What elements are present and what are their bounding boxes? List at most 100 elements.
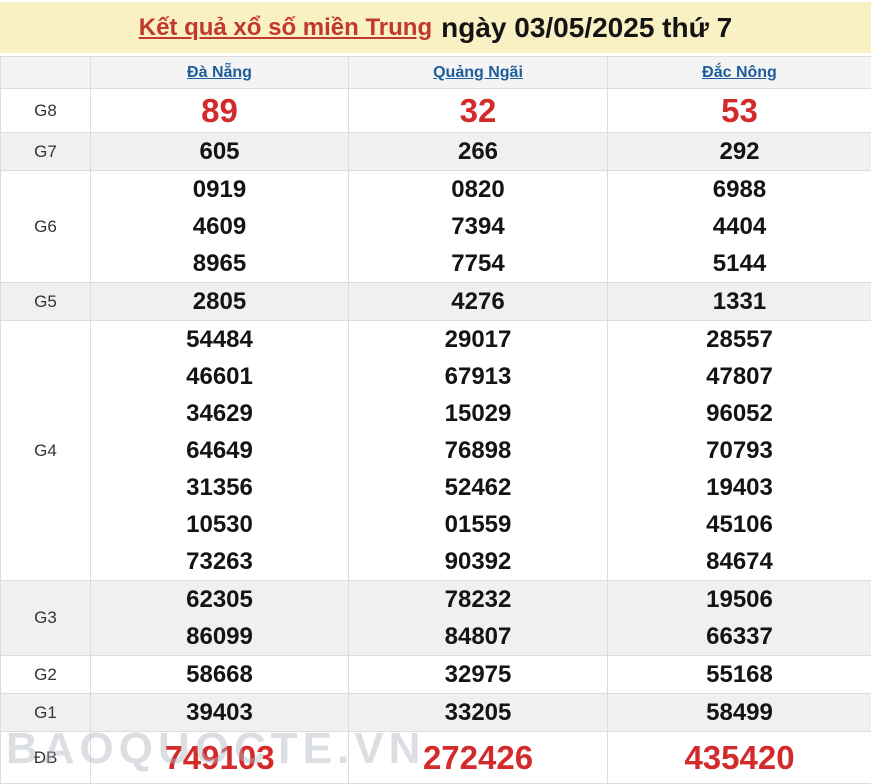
prize-number: 70793 [608,432,871,469]
prize-number: 6988 [608,171,871,208]
result-cell: 32975 [349,656,608,694]
prize-column-corner [1,57,91,89]
prize-number: 1331 [608,283,871,320]
prize-number: 29017 [349,321,607,358]
prize-number: 01559 [349,506,607,543]
prize-number: 67913 [349,358,607,395]
prize-label: G4 [1,321,91,581]
province-header-dac-nong: Đắc Nông [608,57,871,89]
result-cell: 605 [91,133,349,171]
prize-number: 62305 [91,581,348,618]
result-cell: 435420 [608,732,871,784]
prize-label: G7 [1,133,91,171]
result-cell: 58668 [91,656,349,694]
prize-label: G8 [1,89,91,133]
prize-number: 90392 [349,543,607,580]
page-title-date: ngày 03/05/2025 thứ 7 [441,12,732,44]
prize-number: 605 [91,133,348,170]
result-cell: 2805 [91,283,349,321]
prize-number: 96052 [608,395,871,432]
prize-label: G2 [1,656,91,694]
result-cell: 89 [91,89,349,133]
prize-number: 19403 [608,469,871,506]
prize-number: 292 [608,133,871,170]
prize-number: 86099 [91,618,348,655]
page-title-banner: Kết quả xổ số miền Trung ngày 03/05/2025… [0,2,871,53]
result-cell: 292 [608,133,871,171]
prize-number: 0919 [91,171,348,208]
result-cell: 39403 [91,694,349,732]
result-cell: 749103 [91,732,349,784]
prize-number: 33205 [349,694,607,731]
prize-number: 89 [91,89,348,132]
prize-number: 2805 [91,283,348,320]
prize-number: 32 [349,89,607,132]
prize-number: 46601 [91,358,348,395]
result-cell: 272426 [349,732,608,784]
result-cell: 1331 [608,283,871,321]
prize-label: G5 [1,283,91,321]
prize-number: 34629 [91,395,348,432]
prize-number: 15029 [349,395,607,432]
province-header-da-nang: Đà Nẵng [91,57,349,89]
prize-number: 39403 [91,694,348,731]
prize-number: 4276 [349,283,607,320]
prize-number: 45106 [608,506,871,543]
result-cell: 55168 [608,656,871,694]
prize-number: 84807 [349,618,607,655]
prize-number: 272426 [349,732,607,783]
prize-number: 52462 [349,469,607,506]
prize-label: ĐB [1,732,91,784]
province-link-dac-nong[interactable]: Đắc Nông [702,64,777,81]
prize-number: 749103 [91,732,348,783]
prize-number: 55168 [608,656,871,693]
result-cell: 53 [608,89,871,133]
prize-label: G1 [1,694,91,732]
prize-number: 28557 [608,321,871,358]
prize-number: 7394 [349,208,607,245]
province-link-da-nang[interactable]: Đà Nẵng [187,64,252,81]
prize-number: 54484 [91,321,348,358]
table-header-row: Đà Nẵng Quảng Ngãi Đắc Nông [1,57,871,89]
result-cell: 266 [349,133,608,171]
prize-number: 32975 [349,656,607,693]
result-cell: 33205 [349,694,608,732]
region-results-link[interactable]: Kết quả xổ số miền Trung [139,14,432,42]
prize-label: G3 [1,581,91,656]
prize-number: 76898 [349,432,607,469]
prize-number: 64649 [91,432,348,469]
prize-number: 7754 [349,245,607,282]
prize-number: 31356 [91,469,348,506]
prize-label: G6 [1,171,91,283]
prize-number: 5144 [608,245,871,282]
prize-number: 73263 [91,543,348,580]
prize-number: 58499 [608,694,871,731]
prize-number: 266 [349,133,607,170]
province-header-quang-ngai: Quảng Ngãi [349,57,608,89]
prize-number: 4609 [91,208,348,245]
prize-number: 10530 [91,506,348,543]
result-cell: 4276 [349,283,608,321]
prize-number: 0820 [349,171,607,208]
prize-number: 58668 [91,656,348,693]
prize-number: 66337 [608,618,871,655]
prize-number: 4404 [608,208,871,245]
result-cell: 58499 [608,694,871,732]
province-link-quang-ngai[interactable]: Quảng Ngãi [433,64,523,81]
prize-number: 435420 [608,732,871,783]
